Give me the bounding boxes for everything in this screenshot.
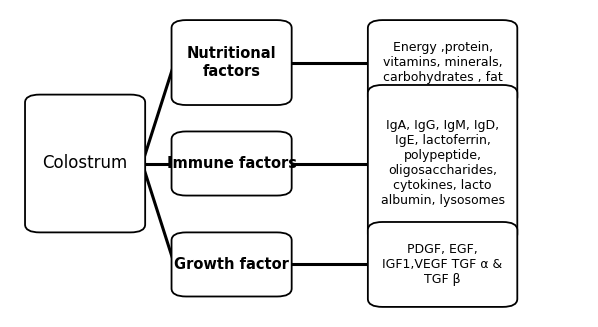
Text: Energy ,protein,
vitamins, minerals,
carbohydrates , fat: Energy ,protein, vitamins, minerals, car…: [383, 41, 502, 84]
FancyBboxPatch shape: [25, 95, 145, 232]
FancyBboxPatch shape: [172, 131, 292, 196]
FancyBboxPatch shape: [368, 85, 517, 242]
Text: Nutritional
factors: Nutritional factors: [187, 46, 276, 79]
Text: PDGF, EGF,
IGF1,VEGF TGF α &
TGF β: PDGF, EGF, IGF1,VEGF TGF α & TGF β: [383, 243, 503, 286]
Text: Growth factor: Growth factor: [174, 257, 289, 272]
FancyBboxPatch shape: [172, 20, 292, 105]
FancyBboxPatch shape: [368, 20, 517, 105]
Text: Immune factors: Immune factors: [167, 156, 297, 171]
FancyBboxPatch shape: [368, 222, 517, 307]
Text: Colostrum: Colostrum: [42, 154, 128, 173]
Text: IgA, IgG, IgM, IgD,
IgE, lactoferrin,
polypeptide,
oligosaccharides,
cytokines, : IgA, IgG, IgM, IgD, IgE, lactoferrin, po…: [380, 119, 505, 208]
FancyBboxPatch shape: [172, 232, 292, 297]
